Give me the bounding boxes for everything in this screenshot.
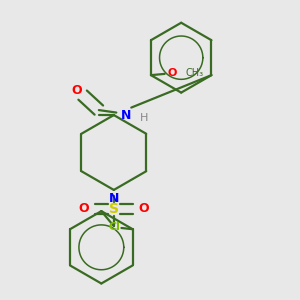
Text: CH₃: CH₃ (185, 68, 204, 78)
Text: H: H (140, 112, 148, 123)
Text: S: S (109, 202, 119, 216)
Text: N: N (121, 109, 131, 122)
Text: O: O (71, 84, 82, 97)
Text: O: O (79, 202, 89, 215)
Text: O: O (167, 68, 177, 78)
Text: Cl: Cl (108, 222, 120, 232)
Text: N: N (109, 192, 119, 205)
Text: O: O (138, 202, 149, 215)
